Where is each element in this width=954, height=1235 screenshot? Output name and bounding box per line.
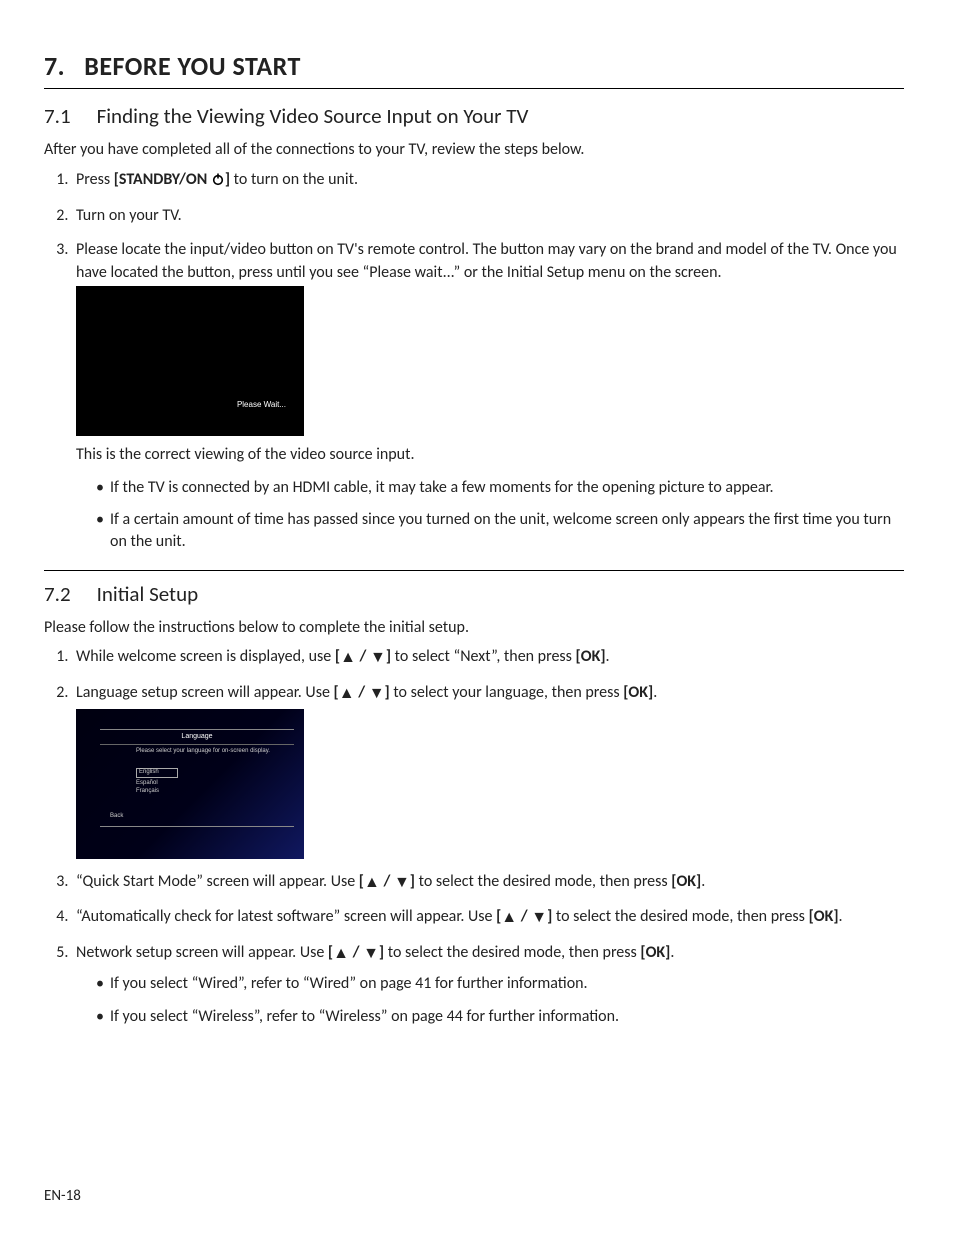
page-footer: EN-18: [44, 1187, 81, 1205]
manual-page: 7. BEFORE YOU START 7.1 Finding the View…: [0, 0, 954, 1235]
section-7-1-steps: Press [STANDBY/ON ] to turn on the unit.…: [44, 169, 904, 554]
up-arrow-icon: ▲: [340, 647, 356, 669]
ok-label: [OK]: [623, 683, 653, 702]
t: Language setup screen will appear. Use: [76, 683, 334, 702]
t: to select “Next”, then press: [391, 647, 575, 666]
note-wireless: If you select “Wireless”, refer to “Wire…: [96, 1006, 904, 1028]
t: .: [701, 872, 705, 891]
step-1-text-b: to turn on the unit.: [230, 170, 358, 189]
language-dialog: Language Please select your language for…: [100, 729, 294, 827]
language-screenshot: Language Please select your language for…: [76, 709, 304, 859]
section-7-2-steps: While welcome screen is displayed, use […: [44, 646, 904, 1028]
ok-label: [OK]: [809, 907, 839, 926]
step-3-text: Please locate the input/video button on …: [76, 240, 897, 281]
ok-label: [OK]: [576, 647, 606, 666]
up-arrow-icon: ▲: [364, 872, 380, 894]
chapter-title: BEFORE YOU START: [84, 50, 301, 82]
option-francais: Français: [136, 788, 294, 796]
section-title: Finding the Viewing Video Source Input o…: [97, 103, 529, 129]
step-3-notes: If the TV is connected by an HDMI cable,…: [76, 477, 904, 554]
please-wait-screenshot: Please Wait...: [76, 286, 304, 436]
option-espanol: Español: [136, 780, 294, 788]
step-3: Please locate the input/video button on …: [72, 239, 904, 553]
step-1: While welcome screen is displayed, use […: [72, 646, 904, 669]
ok-label: [OK]: [640, 943, 670, 962]
down-arrow-icon: ▼: [531, 907, 547, 929]
step-5: Network setup screen will appear. Use [▲…: [72, 942, 904, 1028]
t: .: [670, 943, 674, 962]
t: to select the desired mode, then press: [552, 907, 808, 926]
down-arrow-icon: ▼: [370, 647, 386, 669]
t: to select your language, then press: [390, 683, 624, 702]
section-number: 7.1: [44, 103, 71, 129]
dialog-options: English Español Français: [100, 758, 294, 796]
section-number: 7.2: [44, 581, 71, 607]
please-wait-text: Please Wait...: [237, 399, 286, 410]
arrow-keys: [▲ / ▼]: [334, 683, 390, 702]
arrow-keys: [▲ / ▼]: [496, 907, 552, 926]
up-arrow-icon: ▲: [339, 683, 355, 705]
down-arrow-icon: ▼: [394, 872, 410, 894]
step-3: “Quick Start Mode” screen will appear. U…: [72, 871, 904, 894]
arrow-keys: [▲ / ▼]: [328, 943, 384, 962]
section-7-2-heading: 7.2 Initial Setup: [44, 581, 904, 607]
t: .: [606, 647, 610, 666]
t: to select the desired mode, then press: [415, 872, 671, 891]
t: .: [839, 907, 843, 926]
dialog-prompt: Please select your language for on-scree…: [100, 745, 294, 758]
option-english: English: [136, 768, 178, 778]
down-arrow-icon: ▼: [369, 683, 385, 705]
up-arrow-icon: ▲: [333, 943, 349, 965]
step-2: Turn on your TV.: [72, 205, 904, 227]
t: Network setup screen will appear. Use: [76, 943, 328, 962]
down-arrow-icon: ▼: [363, 943, 379, 965]
dialog-back: Back: [110, 812, 123, 820]
t: to select the desired mode, then press: [384, 943, 640, 962]
screenshot-caption: This is the correct viewing of the video…: [76, 444, 904, 466]
section-rule: [44, 570, 904, 571]
step-1-text-a: Press: [76, 170, 114, 189]
standby-on-label-a: [STANDBY/ON: [114, 170, 211, 189]
t: “Quick Start Mode” screen will appear. U…: [76, 872, 359, 891]
t: While welcome screen is displayed, use: [76, 647, 335, 666]
ok-label: [OK]: [671, 872, 701, 891]
section-7-1-heading: 7.1 Finding the Viewing Video Source Inp…: [44, 103, 904, 129]
step-2: Language setup screen will appear. Use […: [72, 682, 904, 859]
step-5-notes: If you select “Wired”, refer to “Wired” …: [76, 973, 904, 1028]
chapter-number: 7.: [44, 50, 65, 82]
dialog-title: Language: [100, 730, 294, 745]
t: “Automatically check for latest software…: [76, 907, 496, 926]
power-icon: [211, 171, 225, 193]
up-arrow-icon: ▲: [501, 907, 517, 929]
chapter-rule: [44, 88, 904, 89]
arrow-keys: [▲ / ▼]: [335, 647, 391, 666]
note-welcome-screen: If a certain amount of time has passed s…: [96, 509, 904, 554]
step-4: “Automatically check for latest software…: [72, 906, 904, 929]
section-7-1-intro: After you have completed all of the conn…: [44, 139, 904, 161]
step-1: Press [STANDBY/ON ] to turn on the unit.: [72, 169, 904, 193]
chapter-heading: 7. BEFORE YOU START: [44, 50, 904, 82]
t: .: [653, 683, 657, 702]
note-hdmi: If the TV is connected by an HDMI cable,…: [96, 477, 904, 499]
section-title: Initial Setup: [97, 581, 199, 607]
section-7-2-intro: Please follow the instructions below to …: [44, 617, 904, 639]
note-wired: If you select “Wired”, refer to “Wired” …: [96, 973, 904, 995]
arrow-keys: [▲ / ▼]: [359, 872, 415, 891]
